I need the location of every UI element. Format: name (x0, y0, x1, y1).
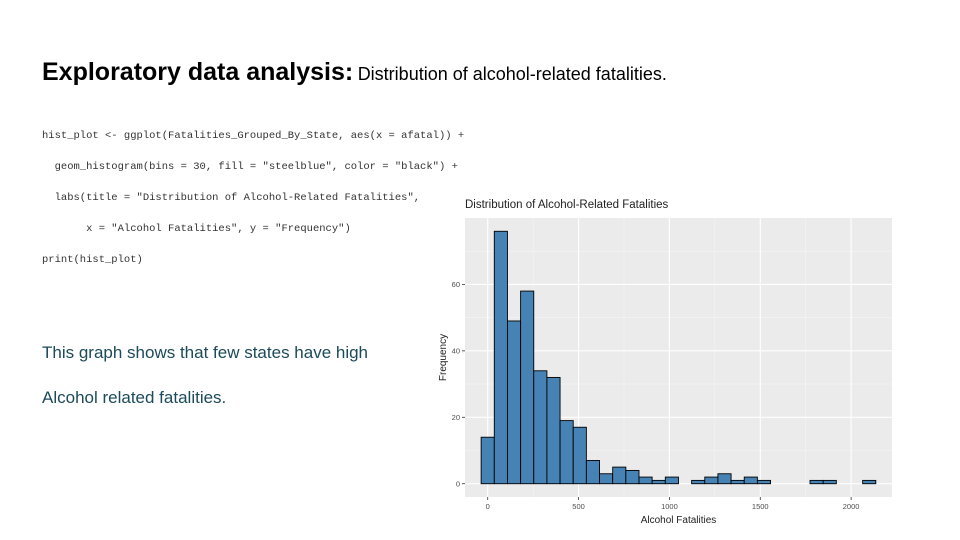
histogram-bar (822, 479, 837, 485)
slide-title-bold: Exploratory data analysis: (42, 58, 354, 86)
histogram-bar (756, 479, 772, 485)
histogram-bar (691, 479, 706, 485)
histogram-bar (638, 476, 653, 485)
histogram-bar (730, 479, 745, 485)
y-tick-label: 40 (452, 347, 460, 356)
histogram-bar (559, 420, 574, 485)
x-axis-label: Alcohol Fatalities (641, 515, 717, 526)
x-tick-label: 1500 (752, 502, 769, 511)
histogram-bar (809, 479, 824, 485)
histogram-bar (862, 479, 877, 485)
slide-title: Exploratory data analysis: Distribution … (42, 58, 667, 87)
code-line: geom_histogram(bins = 30, fill = "steelb… (42, 161, 458, 173)
histogram-bar (520, 290, 535, 485)
code-line: print(hist_plot) (42, 254, 143, 266)
description-line: This graph shows that few states have hi… (42, 343, 369, 362)
histogram-bar (546, 376, 561, 485)
histogram-bar (599, 473, 614, 485)
code-block: hist_plot <- ggplot(Fatalities_Grouped_B… (42, 124, 464, 279)
code-line: labs(title = "Distribution of Alcohol-Re… (42, 192, 421, 204)
histogram-bar (506, 320, 522, 485)
histogram-chart: Distribution of Alcohol-Related Fataliti… (438, 199, 892, 526)
y-tick-label: 0 (456, 479, 460, 488)
code-line: hist_plot <- ggplot(Fatalities_Grouped_B… (42, 130, 465, 142)
slide-title-rest: Distribution of alcohol-related fataliti… (357, 64, 667, 84)
histogram-bar (651, 479, 666, 485)
y-axis-label: Frequency (438, 334, 449, 381)
histogram-bar (743, 476, 758, 485)
histogram-bar (493, 230, 508, 485)
x-tick-label: 0 (486, 502, 490, 511)
y-tick-label: 60 (452, 280, 460, 289)
histogram-bar (704, 476, 719, 485)
code-line: x = "Alcohol Fatalities", y = "Frequency… (42, 223, 351, 235)
histogram-bar (612, 466, 627, 485)
chart-title: Distribution of Alcohol-Related Fataliti… (465, 199, 669, 211)
histogram-bar (664, 476, 679, 485)
histogram-bar (585, 460, 600, 485)
histogram-bar (572, 426, 587, 485)
histogram-bar (533, 370, 548, 485)
histogram-bar (717, 473, 732, 485)
x-tick-label: 1000 (661, 502, 678, 511)
histogram-bar (625, 469, 640, 485)
x-tick-label: 500 (572, 502, 585, 511)
description-line: Alcohol related fatalities. (42, 388, 227, 407)
x-tick-label: 2000 (843, 502, 860, 511)
description: This graph shows that few states have hi… (42, 342, 368, 432)
y-tick-label: 20 (452, 413, 460, 422)
histogram-bar (480, 436, 495, 485)
